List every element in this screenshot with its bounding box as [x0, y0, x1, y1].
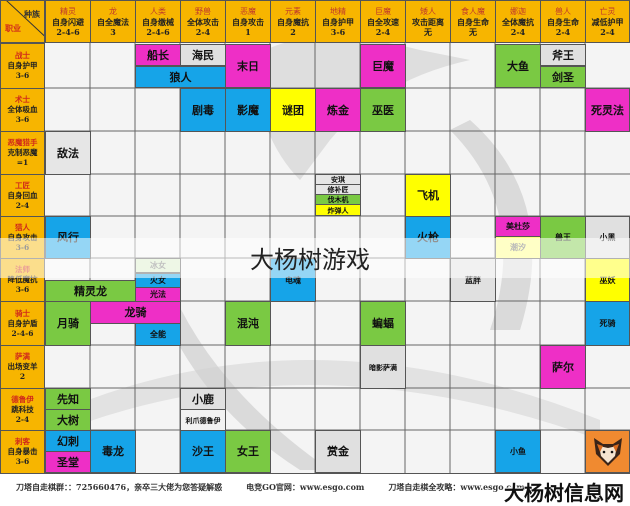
row-header-shaman: 萨满 出场变羊 2: [0, 345, 45, 389]
hero-chip[interactable]: 月骑: [45, 301, 91, 346]
fox-logo: [585, 430, 630, 473]
column-header-troll: 巨魔 自全攻速 2-4: [360, 0, 406, 43]
race-axis-label: 种族: [24, 9, 40, 19]
hero-chip[interactable]: 巫医: [360, 88, 406, 132]
column-header-undead: 亡灵 减低护甲 2-4: [585, 0, 630, 43]
hero-chip[interactable]: 死灵法: [585, 88, 630, 132]
hero-chip[interactable]: 影魔: [225, 88, 271, 132]
column-header-goblin: 地精 自身护甲 3-6: [315, 0, 361, 43]
column-header-element: 元素 自身魔抗 2: [270, 0, 316, 43]
hero-chip[interactable]: 船长: [135, 44, 181, 66]
hero-chip[interactable]: 大树: [45, 409, 91, 431]
hero-chip[interactable]: 利爪德鲁伊: [180, 409, 226, 431]
qq-group-text: 刀塔自走棋群：：725660476，亲卒三大佬为您答疑解惑: [16, 481, 223, 492]
hero-chip[interactable]: 混沌: [225, 301, 271, 346]
column-header-demon: 恶魔 自身攻击 1: [225, 0, 271, 43]
hero-chip[interactable]: 小鹿: [180, 388, 226, 410]
row-header-mech: 工匠 自身回血 2-4: [0, 174, 45, 217]
column-header-dwarf: 矮人 攻击距离无: [405, 0, 451, 43]
hero-chip[interactable]: 狼人: [135, 66, 226, 88]
hero-chip[interactable]: 小鱼: [495, 430, 541, 473]
footer: 刀塔自走棋群：：725660476，亲卒三大佬为您答疑解惑 电竞GO官网：www…: [0, 473, 630, 500]
hero-chip[interactable]: 沙王: [180, 430, 226, 473]
hero-chip[interactable]: 敌法: [45, 131, 91, 175]
hero-chip[interactable]: 谜团: [270, 88, 316, 132]
watermark-band: [0, 238, 630, 278]
hero-chip[interactable]: 大鱼: [495, 44, 541, 88]
site-link[interactable]: 电竞GO官网：www.esgo.com: [246, 481, 365, 492]
hero-chip[interactable]: 暗影萨满: [360, 345, 406, 389]
fox-head-icon: [593, 437, 622, 466]
hero-chip[interactable]: 全能: [135, 323, 181, 346]
hero-chip[interactable]: 死骑: [585, 301, 630, 346]
hero-chip[interactable]: 萨尔: [540, 345, 586, 389]
hero-chip[interactable]: 精灵龙: [45, 280, 136, 302]
column-header-human: 人类 自身缴械 2-4-6: [135, 0, 181, 43]
hero-chip[interactable]: 斧王: [540, 44, 586, 66]
hero-chip[interactable]: 毒龙: [90, 430, 136, 473]
hero-chip[interactable]: 赏金: [315, 430, 361, 473]
hero-chip[interactable]: 飞机: [405, 174, 451, 217]
column-header-ogre: 食人魔 自身生命无: [450, 0, 496, 43]
column-header-elf: 精灵 自身闪避 2-4-6: [45, 0, 91, 43]
hero-chip[interactable]: 幻刺: [45, 430, 91, 452]
row-header-assassin: 刺客 自身暴击 3-6: [0, 430, 45, 474]
hero-chip[interactable]: 末日: [225, 44, 271, 88]
hero-chip[interactable]: 蝙蝠: [360, 301, 406, 346]
hero-chip[interactable]: 炼金: [315, 88, 361, 132]
diagonal-divider: [6, 1, 44, 42]
row-header-warrior: 战士 自身护甲 3-6: [0, 43, 45, 89]
guide-link[interactable]: 刀塔自走棋全攻略：www.esgo.com: [388, 481, 525, 492]
row-header-warlock: 术士 全体吸血 3-6: [0, 88, 45, 132]
hero-chip[interactable]: 龙骑: [90, 301, 181, 324]
column-header-orc: 兽人 自身生命 2-4: [540, 0, 586, 43]
column-header-beast: 野兽 全体攻击 2-4: [180, 0, 226, 43]
hero-chip[interactable]: 光法: [135, 287, 181, 302]
class-axis-label: 职业: [5, 23, 21, 33]
column-header-naga: 娜迦 全体魔抗 2-4: [495, 0, 541, 43]
hero-chip[interactable]: 剑圣: [540, 66, 586, 88]
hero-chip[interactable]: 海民: [180, 44, 226, 66]
hero-chip[interactable]: 炸弹人: [315, 204, 361, 216]
hero-chip[interactable]: 美杜莎: [495, 216, 541, 237]
row-header-demon-hunter: 恶魔猎手 克制恶魔 =1: [0, 131, 45, 175]
hero-chip[interactable]: 剧毒: [180, 88, 226, 132]
brand-watermark: 大杨树信息网: [504, 481, 624, 505]
hero-chip[interactable]: 女王: [225, 430, 271, 473]
watermark-text: 大杨树游戏: [250, 246, 370, 274]
hero-chip[interactable]: 圣堂: [45, 451, 91, 473]
row-header-knight: 骑士 自身护盾 2-4-6: [0, 301, 45, 346]
row-header-druid: 德鲁伊 跳科技 2-4: [0, 388, 45, 431]
column-header-dragon: 龙自全魔法 3: [90, 0, 136, 43]
hero-chip[interactable]: 先知: [45, 388, 91, 410]
hero-chip[interactable]: 巨魔: [360, 44, 406, 88]
corner-header: 种族 职业: [0, 0, 45, 43]
